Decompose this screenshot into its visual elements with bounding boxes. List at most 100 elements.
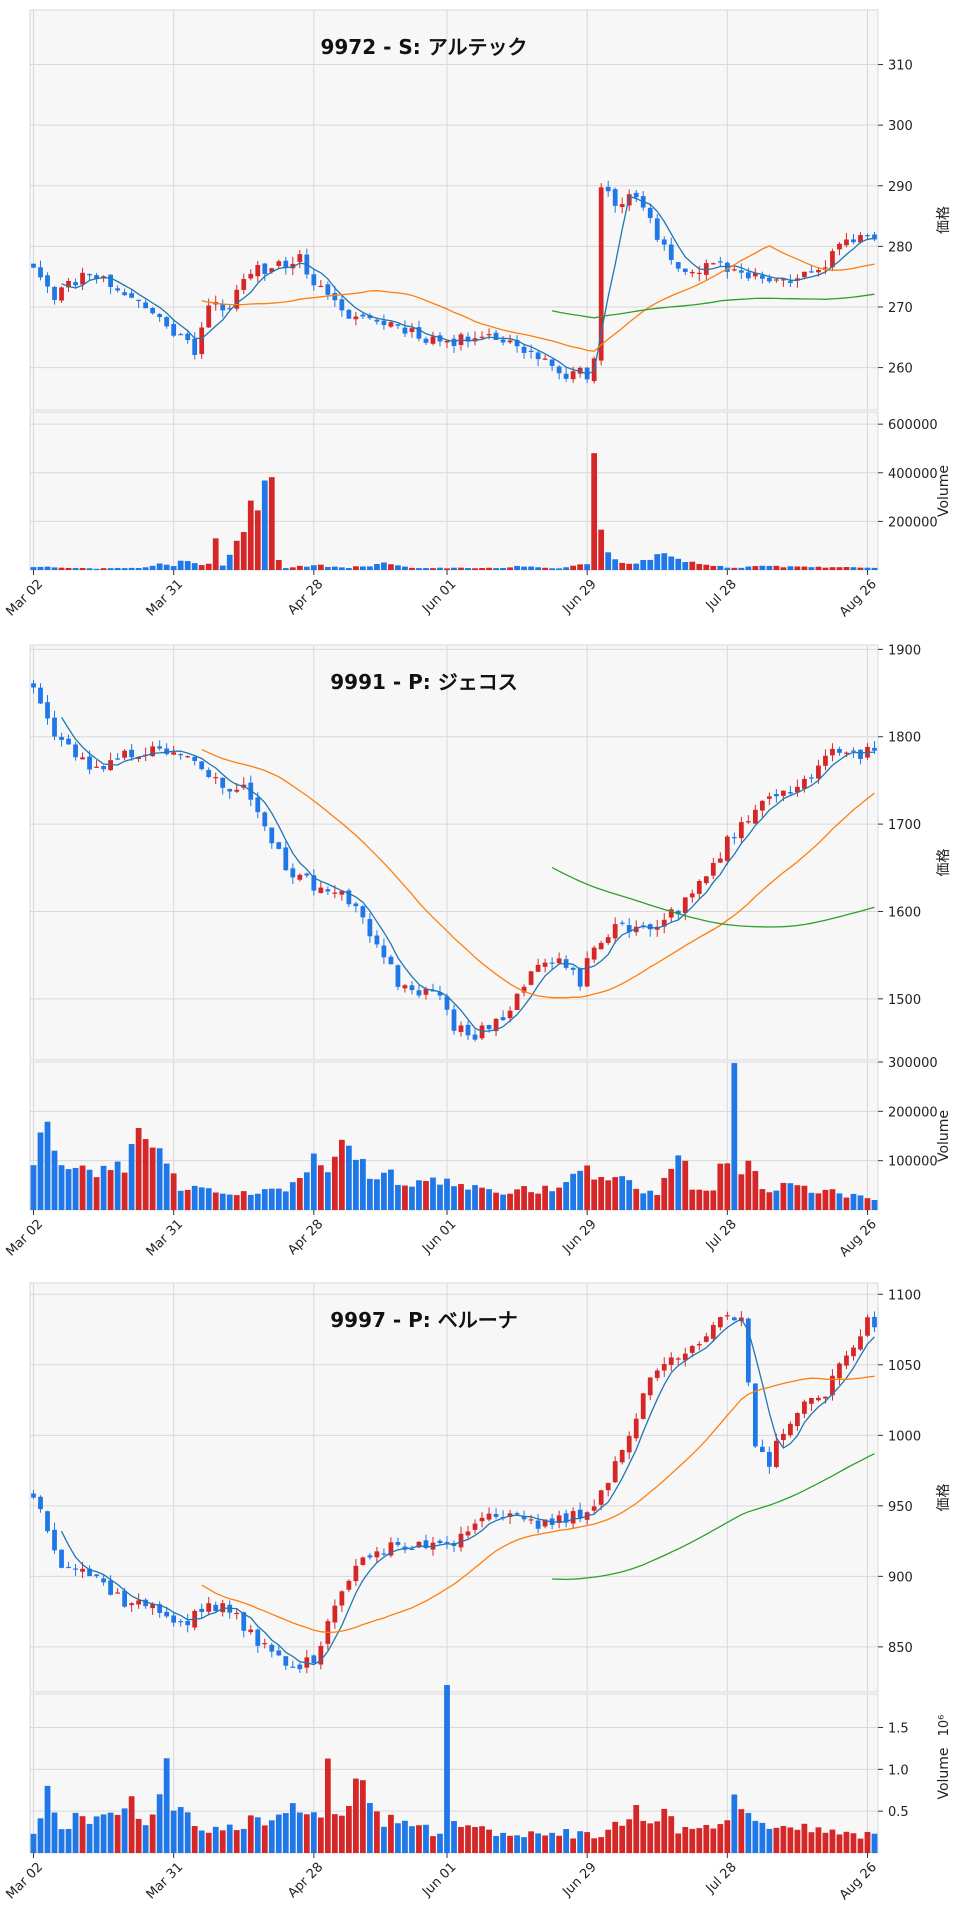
candle-body: [115, 288, 120, 291]
volume-bar: [409, 567, 415, 570]
volume-tick-label: 0.5: [888, 1805, 909, 1820]
volume-bar: [731, 1063, 738, 1210]
volume-bar: [710, 565, 717, 570]
volume-bar: [836, 1834, 843, 1853]
candle-body: [542, 1519, 548, 1527]
volume-bar: [759, 1189, 766, 1210]
volume-bar: [710, 1828, 717, 1853]
candle-body: [73, 1568, 78, 1570]
volume-bar: [233, 540, 240, 570]
candle-body: [332, 1605, 338, 1623]
volume-bar: [423, 568, 429, 570]
volume-bar: [107, 1170, 114, 1210]
candle-body: [255, 264, 261, 277]
volume-bar: [416, 1825, 422, 1853]
chart-panel: Mar 02 Mar 31 Apr 28 Jun 01 Jun 29 Jul 28 Aug …: [3, 9, 952, 620]
volume-bar: [317, 1817, 324, 1853]
volume-tick-label: 100000: [888, 1155, 938, 1170]
candle-body: [297, 254, 303, 262]
candle-body: [570, 371, 576, 380]
candle-body: [192, 338, 198, 355]
volume-bar: [135, 1127, 142, 1210]
volume-bar: [619, 1176, 626, 1210]
candle-body: [844, 239, 849, 246]
volume-bar: [219, 1193, 226, 1210]
candle-body: [234, 289, 240, 309]
volume-bar: [563, 1829, 570, 1853]
price-panel-bg: [29, 644, 879, 1061]
volume-bar: [212, 538, 219, 570]
volume-bar: [556, 568, 563, 570]
candle-body: [346, 1580, 352, 1590]
candle-body: [276, 1650, 282, 1656]
candle-body: [619, 922, 625, 924]
volume-bar: [773, 1190, 780, 1210]
candle-body: [360, 1557, 366, 1565]
volume-bar: [465, 1825, 471, 1853]
volume-bar: [801, 566, 808, 570]
candle-body: [591, 1506, 597, 1511]
volume-bar: [317, 564, 324, 570]
candle-body: [276, 842, 282, 849]
volume-bar: [717, 1163, 724, 1210]
volume-bar: [738, 1174, 745, 1210]
candle-body: [416, 327, 422, 339]
volume-bar: [114, 567, 121, 570]
x-tick-label: Mar 31: [144, 577, 187, 620]
volume-bar: [836, 1193, 843, 1210]
price-tick-label: 1100: [888, 1288, 921, 1303]
volume-bar: [654, 1195, 661, 1210]
candle-body: [297, 1664, 303, 1670]
candle-body: [381, 1553, 387, 1555]
x-tick-label: Jul 28: [703, 1860, 740, 1897]
candle-body: [423, 988, 429, 995]
volume-bar: [472, 1185, 478, 1210]
candle-body: [38, 267, 43, 278]
volume-bar: [521, 1837, 527, 1853]
volume-bar: [808, 1192, 815, 1210]
volume-bar: [149, 565, 156, 570]
candle-body: [675, 910, 681, 915]
volume-bar: [114, 1161, 121, 1210]
candle-body: [823, 267, 828, 269]
volume-bar: [794, 1185, 801, 1210]
volume-bar: [142, 567, 149, 570]
chart-title: 9972 - S: アルテック: [320, 35, 527, 59]
candle-body: [108, 1580, 113, 1595]
volume-bar: [752, 1820, 759, 1853]
candle-body: [157, 314, 163, 318]
volume-bar: [402, 1185, 408, 1210]
price-tick-label: 280: [888, 240, 913, 255]
candle-body: [164, 1611, 170, 1617]
candle-body: [297, 874, 303, 880]
candle-body: [872, 747, 877, 751]
candle-body: [668, 909, 674, 918]
volume-bar: [93, 1177, 100, 1210]
candles: [30, 1311, 878, 1853]
candle-body: [262, 263, 268, 275]
x-tick-label: Jun 29: [559, 577, 599, 617]
candle-body: [802, 778, 807, 789]
volume-bar: [423, 1181, 429, 1210]
candle-body: [521, 346, 527, 353]
candle-body: [500, 1017, 506, 1021]
volume-bar: [191, 1185, 198, 1210]
volume-bar: [381, 1172, 387, 1210]
candle-body: [626, 194, 632, 206]
volume-bar: [100, 1814, 107, 1853]
candle-body: [577, 968, 583, 987]
x-tick-label: Mar 02: [3, 577, 46, 620]
volume-bar: [493, 1836, 499, 1853]
volume-bar: [731, 567, 738, 570]
candle-body: [150, 1603, 156, 1609]
candle-body: [87, 274, 92, 276]
volume-bar: [184, 561, 191, 570]
volume-bar: [444, 1178, 450, 1210]
candle-body: [647, 207, 653, 218]
volume-bar: [556, 1187, 563, 1210]
candle-body: [367, 1555, 373, 1558]
candle-body: [388, 956, 394, 965]
volume-bar: [177, 1190, 184, 1210]
candle-body: [809, 1397, 814, 1404]
candle-body: [339, 1591, 345, 1606]
